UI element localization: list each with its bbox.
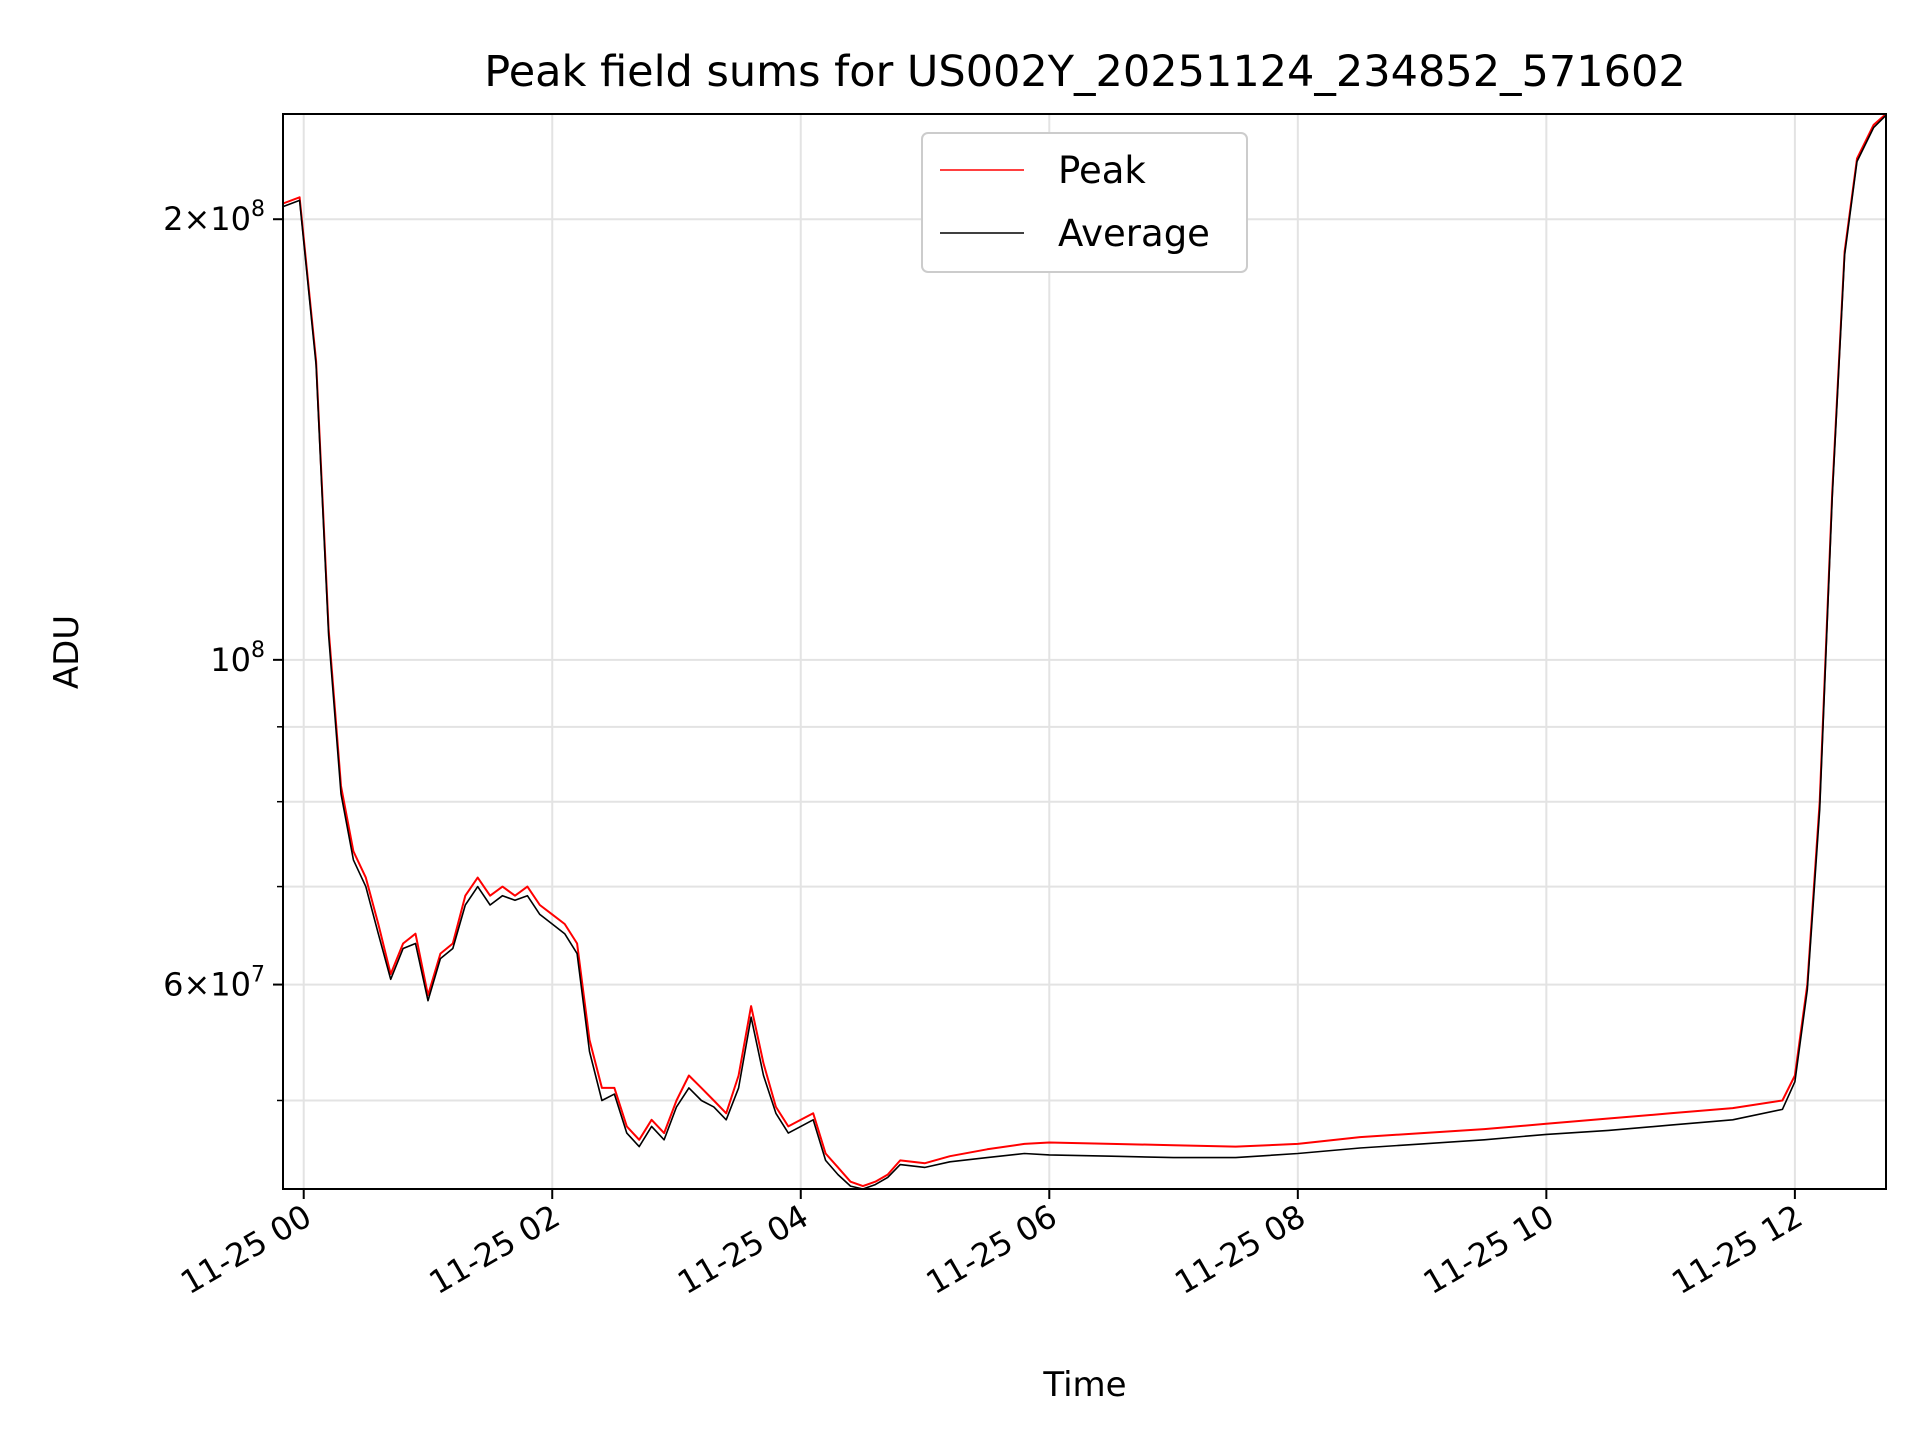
plot-frame — [282, 113, 1887, 1190]
y-tick-label: 6×107 — [163, 963, 265, 1004]
legend-label-average: Average — [1058, 212, 1210, 255]
series-lines — [282, 113, 1887, 1190]
x-axis-title: Time — [1042, 1365, 1126, 1405]
y-axis-title: ADU — [47, 615, 87, 689]
legend-box — [921, 132, 1248, 273]
y-tick-label: 2×108 — [163, 197, 265, 238]
y-tick-label: 108 — [210, 638, 265, 679]
chart-title: Peak field sums for US002Y_20251124_2348… — [484, 47, 1685, 97]
legend-label-peak: Peak — [1058, 149, 1146, 192]
series-line-average — [282, 114, 1887, 1190]
grid — [283, 114, 1886, 1189]
series-line-peak — [282, 113, 1887, 1188]
legend[interactable]: Peak Average — [921, 132, 1248, 273]
